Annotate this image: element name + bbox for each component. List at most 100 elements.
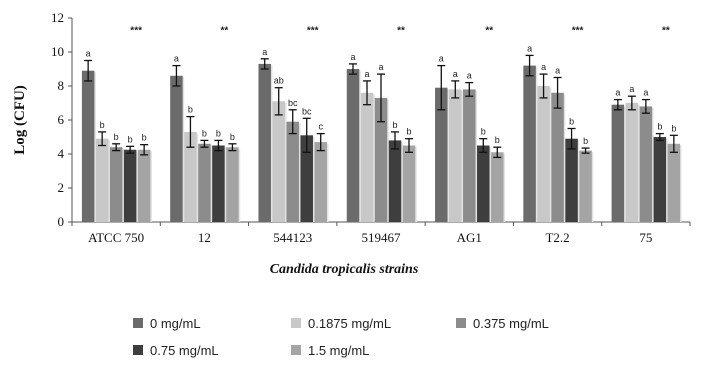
bar	[226, 147, 239, 222]
bar	[435, 87, 448, 222]
significance-letter: b	[100, 120, 105, 130]
bar	[137, 149, 151, 222]
significance-stars: **	[485, 25, 493, 36]
legend-item: 0.75 mg/mL	[133, 343, 219, 358]
x-tick-label: 519467	[362, 230, 402, 245]
significance-letter: a	[174, 54, 179, 64]
bar	[184, 131, 197, 222]
significance-stars: **	[221, 25, 229, 36]
significance-letter: b	[202, 128, 207, 138]
legend-label: 0.375 mg/mL	[473, 316, 549, 331]
bar	[286, 121, 299, 222]
bar	[477, 145, 490, 222]
y-tick-label: 2	[58, 180, 65, 195]
significance-letter: bc	[288, 98, 298, 108]
bar	[388, 140, 402, 222]
significance-letter: b	[583, 136, 588, 146]
bar	[565, 138, 578, 222]
significance-letter: b	[495, 135, 500, 145]
bar	[300, 135, 313, 222]
legend-label: 1.5 mg/mL	[308, 343, 369, 358]
legend-swatch	[456, 318, 466, 328]
significance-letter: a	[378, 62, 383, 72]
bar	[449, 89, 462, 223]
significance-letter: b	[230, 132, 235, 142]
bar	[667, 143, 681, 222]
x-tick-label: AG1	[457, 230, 482, 245]
legend-swatch	[133, 318, 143, 328]
y-tick-label: 0	[58, 214, 65, 229]
bar	[374, 97, 388, 222]
legend-label: 0.1875 mg/mL	[308, 316, 391, 331]
significance-letter: a	[527, 43, 532, 53]
significance-letter: b	[216, 128, 221, 138]
significance-letter: a	[262, 47, 267, 57]
significance-letter: b	[114, 132, 119, 142]
bar	[123, 149, 137, 222]
significance-letter: a	[643, 88, 648, 98]
axes: 0 2 4 6 8 10 12 ATCC 750 12 544123 519467 AG1 T2.2 75	[51, 10, 691, 245]
bar	[346, 69, 360, 222]
significance-letter: a	[629, 84, 634, 94]
x-tick-label: 544123	[273, 230, 312, 245]
significance-letter: a	[86, 49, 91, 59]
bar	[272, 101, 285, 222]
significance-letter: b	[671, 123, 676, 133]
significance-letter: a	[467, 71, 472, 81]
bar	[81, 70, 95, 222]
bars	[81, 54, 682, 223]
legend-swatch	[291, 345, 301, 355]
y-tick-label: 12	[51, 10, 64, 25]
legend-label: 0.75 mg/mL	[150, 343, 219, 358]
legend-swatch	[291, 318, 301, 328]
y-tick-label: 6	[58, 112, 65, 127]
legend-item: 0.1875 mg/mL	[291, 316, 391, 331]
legend-item: 1.5 mg/mL	[291, 343, 369, 358]
significance-letter: b	[406, 127, 411, 137]
bar	[579, 150, 592, 222]
significance-stars: ***	[572, 25, 584, 36]
significance-letter: c	[318, 122, 323, 132]
bar	[258, 63, 271, 223]
bar	[611, 104, 625, 222]
y-tick-label: 4	[58, 146, 65, 161]
legend: 0 mg/mL 0.1875 mg/mL 0.375 mg/mL 0.75 mg/mL…	[133, 316, 549, 358]
bar	[625, 103, 639, 222]
significance-letter: a	[364, 69, 369, 79]
bar	[523, 65, 536, 222]
significance-letter: a	[350, 52, 355, 62]
legend-item: 0 mg/mL	[133, 316, 201, 331]
bar	[639, 106, 653, 222]
bar	[360, 92, 374, 222]
significance-letter: a	[453, 69, 458, 79]
significance-letter: b	[188, 105, 193, 115]
bar	[463, 89, 476, 223]
x-tick-label: 12	[198, 230, 211, 245]
y-axis-label: Log (CFU)	[12, 85, 28, 155]
significance-stars: ***	[307, 25, 319, 36]
x-tick-label: ATCC 750	[88, 230, 144, 245]
significance-letter: bc	[302, 106, 312, 116]
bar	[551, 92, 564, 222]
bar	[653, 137, 667, 222]
y-tick-label: 8	[58, 78, 65, 93]
bar	[537, 86, 550, 222]
significance-letter: b	[142, 133, 147, 143]
bar	[402, 145, 416, 222]
bar	[95, 138, 109, 222]
x-tick-label: T2.2	[545, 230, 569, 245]
legend-swatch	[133, 345, 143, 355]
bar	[314, 142, 327, 222]
significance-letter: a	[615, 88, 620, 98]
significance-stars: ***	[130, 25, 142, 36]
legend-label: 0 mg/mL	[150, 316, 201, 331]
significance-letter: b	[392, 120, 397, 130]
legend-item: 0.375 mg/mL	[456, 316, 549, 331]
significance-letter: b	[657, 122, 662, 132]
significance-stars: **	[397, 25, 405, 36]
significance-letter: b	[569, 117, 574, 127]
significance-letter: a	[555, 66, 560, 76]
x-tick-label: 75	[639, 230, 652, 245]
